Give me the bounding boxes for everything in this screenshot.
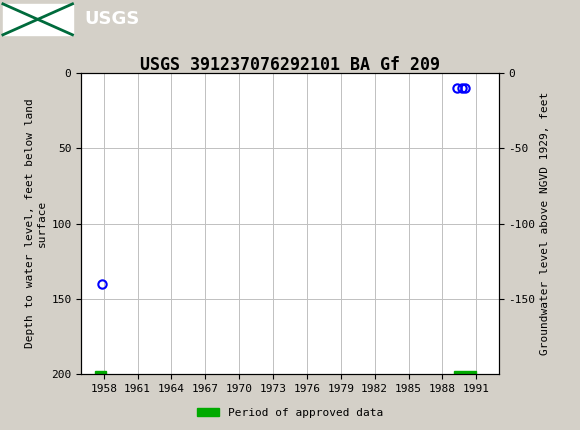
Bar [95, 372, 106, 377]
Text: USGS: USGS [84, 10, 139, 28]
Y-axis label: Groundwater level above NGVD 1929, feet: Groundwater level above NGVD 1929, feet [539, 92, 550, 355]
Text: USGS 391237076292101 BA Gf 209: USGS 391237076292101 BA Gf 209 [140, 56, 440, 74]
FancyBboxPatch shape [3, 4, 72, 35]
Y-axis label: Depth to water level, feet below land
surface: Depth to water level, feet below land su… [26, 99, 47, 348]
Legend: Period of approved data: Period of approved data [193, 403, 387, 422]
Bar [454, 372, 476, 377]
